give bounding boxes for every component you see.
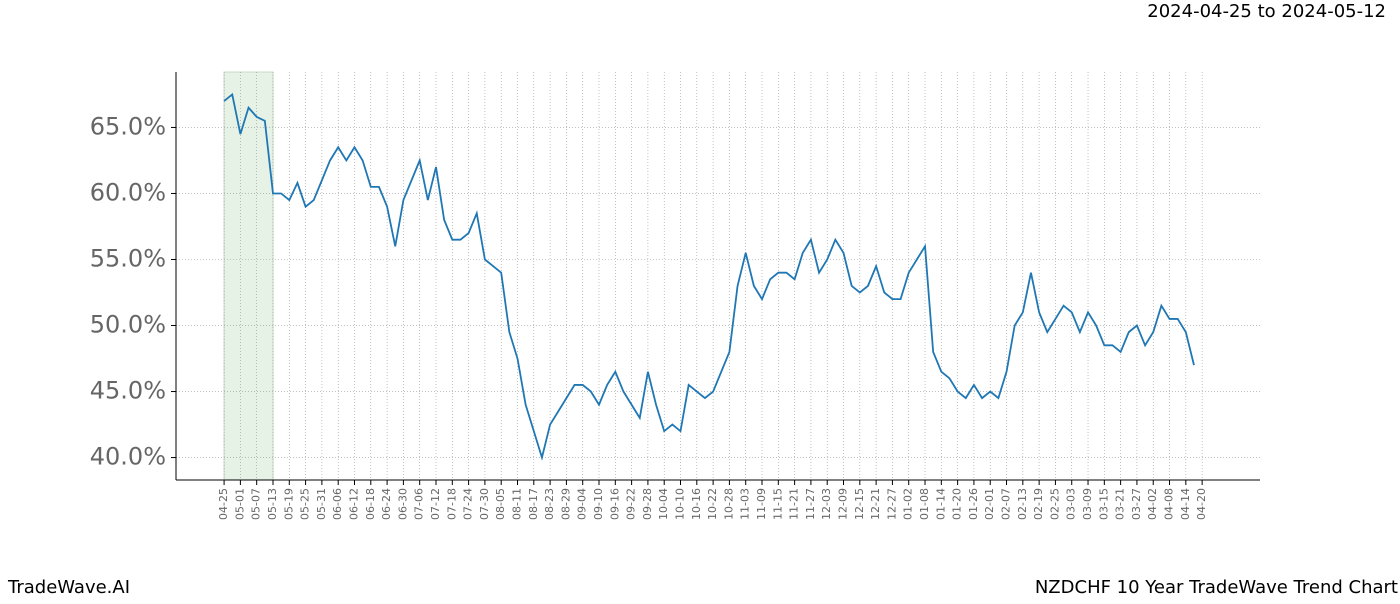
x-tick-label: 12-03 (820, 488, 833, 520)
x-tick-label: 03-09 (1081, 488, 1094, 520)
x-tick-label: 08-17 (527, 488, 540, 520)
x-tick-label: 03-27 (1130, 488, 1143, 520)
x-tick-label: 02-01 (983, 488, 996, 520)
x-tick-label: 12-09 (837, 488, 850, 520)
y-tick-label: 65.0% (90, 112, 166, 140)
x-tick-label: 08-05 (494, 488, 507, 520)
x-tick-label: 09-22 (625, 488, 638, 520)
x-tick-label: 01-08 (918, 488, 931, 520)
x-tick-label: 04-14 (1179, 488, 1192, 520)
x-tick-label: 12-21 (869, 488, 882, 520)
x-tick-label: 08-11 (511, 488, 524, 520)
x-tick-label: 01-26 (967, 488, 980, 520)
chart-title: 2024-04-25 to 2024-05-12 (1147, 1, 1386, 22)
x-tick-label: 07-06 (413, 488, 426, 520)
x-tick-label: 01-14 (934, 488, 947, 520)
x-tick-label: 03-21 (1114, 488, 1127, 520)
x-tick-label: 09-04 (576, 488, 589, 520)
x-tick-label: 10-04 (657, 488, 670, 520)
x-tick-label: 05-25 (299, 488, 312, 520)
x-tick-label: 11-15 (771, 488, 784, 520)
x-tick-label: 09-10 (592, 488, 605, 520)
x-tick-label: 10-28 (722, 488, 735, 520)
footer-right: NZDCHF 10 Year TradeWave Trend Chart (1035, 577, 1398, 598)
x-tick-label: 11-21 (788, 488, 801, 520)
x-tick-label: 06-24 (380, 488, 393, 520)
highlight-span (223, 71, 274, 481)
x-tick-label: 03-15 (1097, 488, 1110, 520)
x-tick-label: 05-01 (233, 488, 246, 520)
x-tick-label: 02-07 (1000, 488, 1013, 520)
x-tick-label: 11-27 (804, 488, 817, 520)
x-tick-label: 07-30 (478, 488, 491, 520)
x-tick-label: 10-10 (674, 488, 687, 520)
x-tick-label: 08-23 (543, 488, 556, 520)
x-tick-label: 06-30 (396, 488, 409, 520)
x-tick-label: 06-06 (331, 488, 344, 520)
x-tick-label: 02-13 (1016, 488, 1029, 520)
x-tick-label: 11-03 (739, 488, 752, 520)
footer-left: TradeWave.AI (7, 577, 130, 598)
y-tick-label: 55.0% (90, 244, 166, 272)
x-tick-label: 02-25 (1048, 488, 1061, 520)
x-tick-label: 04-02 (1146, 488, 1159, 520)
x-tick-label: 04-25 (217, 488, 230, 520)
x-tick-label: 07-24 (462, 488, 475, 520)
x-tick-label: 08-29 (559, 488, 572, 520)
x-tick-label: 07-18 (445, 488, 458, 520)
x-tick-label: 10-16 (690, 488, 703, 520)
x-tick-label: 02-19 (1032, 488, 1045, 520)
x-tick-label: 12-15 (853, 488, 866, 520)
x-tick-label: 06-18 (364, 488, 377, 520)
y-tick-label: 60.0% (90, 178, 166, 206)
x-tick-label: 05-07 (250, 488, 263, 520)
x-tick-label: 04-08 (1163, 488, 1176, 520)
x-tick-label: 07-12 (429, 488, 442, 520)
x-tick-label: 10-22 (706, 488, 719, 520)
y-tick-label: 45.0% (90, 377, 166, 405)
x-tick-label: 06-12 (347, 488, 360, 520)
line (223, 92, 1195, 461)
x-tick-label: 01-20 (951, 488, 964, 520)
y-tick-label: 40.0% (90, 443, 166, 471)
x-tick-label: 05-19 (282, 488, 295, 520)
x-tick-label: 01-02 (902, 488, 915, 520)
x-tick-label: 11-09 (755, 488, 768, 520)
x-tick-label: 05-13 (266, 488, 279, 520)
x-tick-label: 09-16 (608, 488, 621, 520)
x-tick-label: 05-31 (315, 488, 328, 520)
y-tick-label: 50.0% (90, 311, 166, 339)
x-tick-label: 09-28 (641, 488, 654, 520)
x-tick-label: 04-20 (1195, 488, 1208, 520)
x-tick-label: 03-03 (1065, 488, 1078, 520)
x-tick-label: 12-27 (885, 488, 898, 520)
